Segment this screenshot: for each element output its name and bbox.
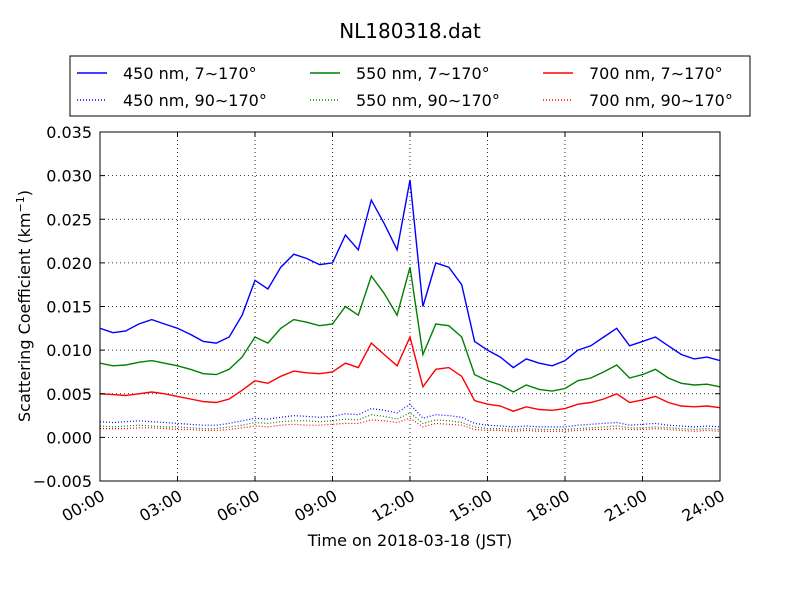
series-0	[100, 179, 720, 369]
y-tick-label: 0.005	[46, 385, 92, 404]
legend-entry-label: 550 nm, 90∼170°	[356, 91, 500, 110]
y-tick-label: 0.020	[46, 254, 92, 273]
series-line	[100, 417, 720, 432]
legend-entry-label: 550 nm, 7∼170°	[356, 64, 490, 83]
series-1	[100, 403, 720, 428]
series-line	[100, 412, 720, 431]
series-layer	[100, 179, 720, 432]
series-3	[100, 412, 720, 431]
axis-ticks	[99, 131, 721, 482]
chart-title: NL180318.dat	[339, 19, 481, 43]
y-tick-label: 0.025	[46, 210, 92, 229]
x-axis-label: Time on 2018-03-18 (JST)	[307, 531, 512, 550]
legend-entry-label: 450 nm, 7∼170°	[123, 64, 257, 83]
series-line	[100, 267, 720, 393]
legend-entry-label: 700 nm, 7∼170°	[589, 64, 723, 83]
legend-entry-label: 450 nm, 90∼170°	[123, 91, 267, 110]
series-5	[100, 417, 720, 432]
series-line	[100, 334, 720, 412]
series-line	[100, 179, 720, 369]
y-tick-label: 0.030	[46, 167, 92, 186]
y-axis-label: Scattering Coefficient (km−1)	[14, 190, 35, 422]
y-tick-label: −0.005	[33, 472, 92, 491]
series-line	[100, 403, 720, 428]
y-tick-label: 0.010	[46, 341, 92, 360]
legend-entry-label: 700 nm, 90∼170°	[589, 91, 733, 110]
y-tick-label: 0.000	[46, 428, 92, 447]
series-4	[100, 334, 720, 412]
legend-frame	[69, 55, 751, 117]
y-tick-label: 0.015	[46, 298, 92, 317]
y-tick-labels: −0.005 0.000 0.005 0.010 0.015 0.020 0.025 0.03…	[33, 123, 92, 491]
legend: 450 nm, 7∼170° 450 nm, 90∼170° 550 nm, 7∼1…	[69, 55, 751, 117]
series-2	[100, 267, 720, 393]
y-tick-label: 0.035	[46, 123, 92, 142]
